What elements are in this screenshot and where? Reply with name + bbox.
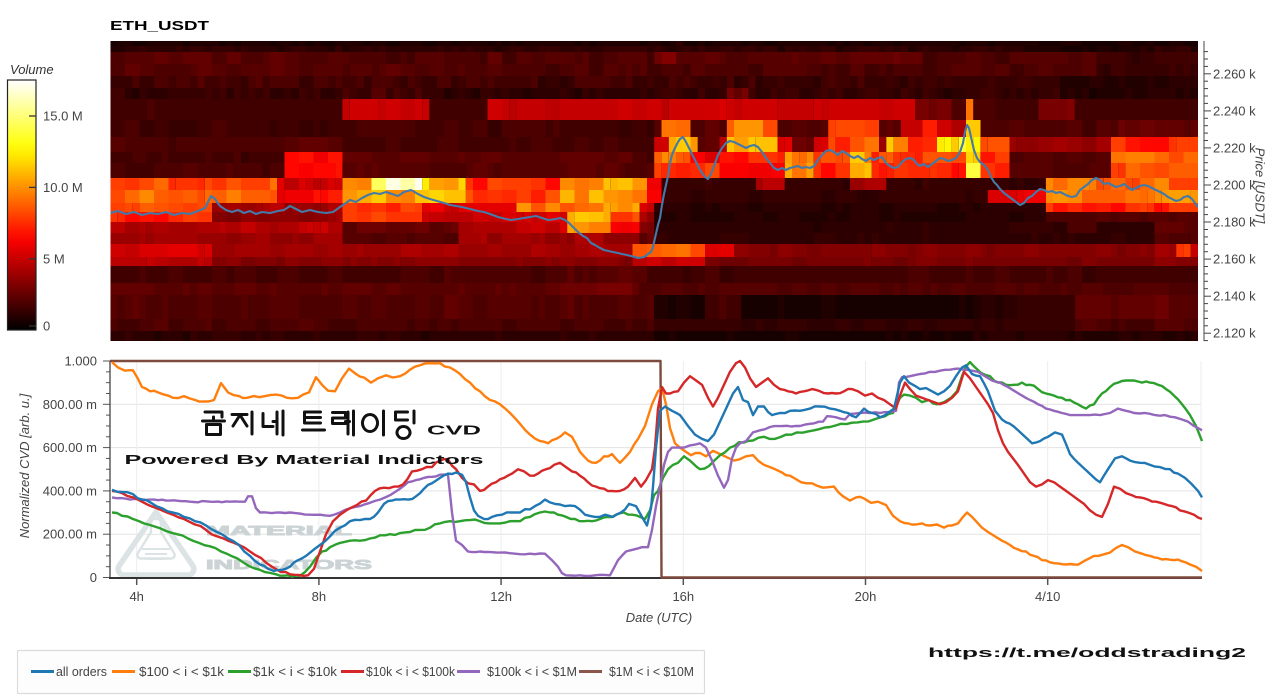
svg-text:Volume: Volume: [10, 62, 54, 77]
svg-text:8h: 8h: [312, 589, 326, 604]
svg-text:2.120 k: 2.120 k: [1213, 326, 1256, 341]
svg-text:Date (UTC): Date (UTC): [626, 610, 692, 625]
svg-text:2.220 k: 2.220 k: [1213, 140, 1256, 155]
svg-text:all orders: all orders: [56, 664, 107, 679]
svg-text:2.240 k: 2.240 k: [1213, 103, 1256, 118]
svg-text:2.140 k: 2.140 k: [1213, 289, 1256, 304]
svg-text:Price [USDT]: Price [USDT]: [1253, 148, 1268, 224]
svg-text:2.160 k: 2.160 k: [1213, 252, 1256, 267]
svg-text:0: 0: [90, 570, 97, 585]
svg-text:$1k < i < $10k: $1k < i < $10k: [253, 664, 338, 679]
svg-text:2.180 k: 2.180 k: [1213, 215, 1256, 230]
svg-text:$100k < i < $1M: $100k < i < $1M: [487, 664, 577, 679]
svg-text:4h: 4h: [129, 589, 143, 604]
svg-text:0: 0: [43, 319, 50, 334]
svg-text:10.0 M: 10.0 M: [43, 180, 83, 195]
svg-text:Normalized CVD [arb. u.]: Normalized CVD [arb. u.]: [17, 393, 32, 538]
svg-text:CVD: CVD: [427, 423, 481, 438]
svg-text:4/10: 4/10: [1035, 589, 1060, 604]
svg-text:$10k < i < $100k: $10k < i < $100k: [366, 664, 455, 679]
svg-text:$100 < i < $1k: $100 < i < $1k: [139, 664, 225, 679]
svg-text:15.0 M: 15.0 M: [43, 109, 83, 124]
svg-text:800.00 m: 800.00 m: [43, 397, 97, 412]
svg-text:INDICATORS: INDICATORS: [206, 557, 373, 572]
svg-text:MATERIAL: MATERIAL: [206, 523, 352, 538]
svg-text:20h: 20h: [855, 589, 877, 604]
svg-text:ETH_USDT: ETH_USDT: [110, 18, 209, 33]
svg-text:12h: 12h: [490, 589, 512, 604]
svg-text:2.200 k: 2.200 k: [1213, 178, 1256, 193]
svg-text:16h: 16h: [672, 589, 694, 604]
svg-text:2.260 k: 2.260 k: [1213, 66, 1256, 81]
svg-text:200.00 m: 200.00 m: [43, 527, 97, 542]
svg-text:400.00 m: 400.00 m: [43, 483, 97, 498]
svg-text:5 M: 5 M: [43, 251, 65, 266]
svg-text:$1M < i < $10M: $1M < i < $10M: [609, 664, 694, 679]
svg-text:Powered By Material Indictors: Powered By Material Indictors: [125, 452, 484, 467]
svg-text:1.000: 1.000: [64, 354, 97, 369]
svg-text:https://t.me/oddstrading2: https://t.me/oddstrading2: [928, 645, 1246, 660]
svg-text:600.00 m: 600.00 m: [43, 440, 97, 455]
